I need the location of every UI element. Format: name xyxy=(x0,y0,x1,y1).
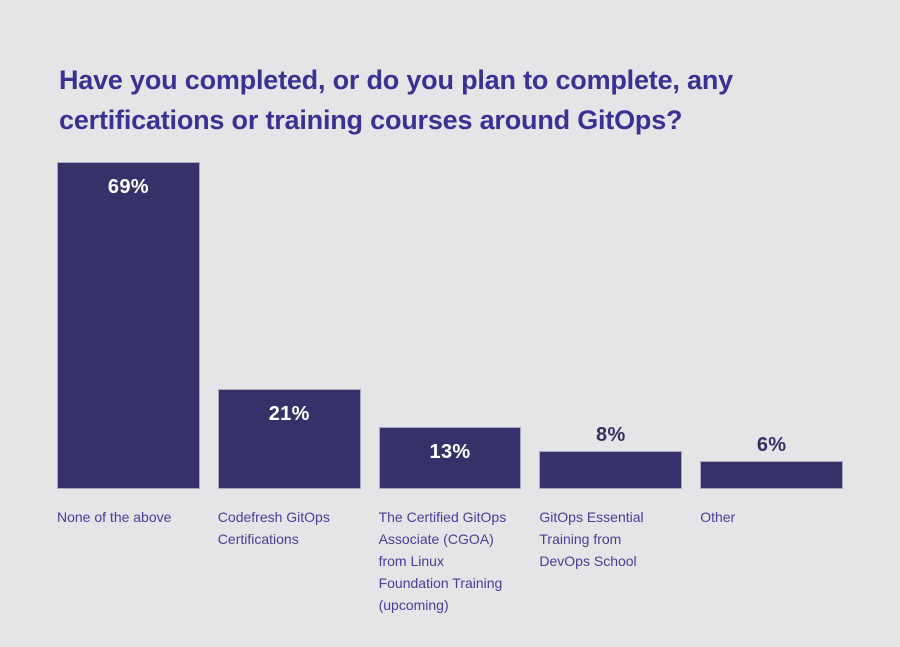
category-label: Other xyxy=(700,506,843,616)
category-label: Codefresh GitOps Certifications xyxy=(218,506,361,616)
category-label-text: GitOps Essential Training from DevOps Sc… xyxy=(539,509,644,569)
bar-chart-plot-area: 69% 21% 13% 8% 6% xyxy=(57,162,843,489)
bar-group-1: 69% xyxy=(57,162,200,489)
bar-3: 13% xyxy=(378,427,522,489)
bar-value-label: 69% xyxy=(107,176,149,198)
bar-group-5: 6% xyxy=(700,162,843,489)
bar-group-2: 21% xyxy=(217,162,361,489)
category-label-text: Codefresh GitOps Certifications xyxy=(217,509,330,547)
category-axis: None of the above Codefresh GitOps Certif… xyxy=(57,506,843,616)
chart-title: Have you completed, or do you plan to co… xyxy=(59,65,733,136)
bar-value-label: 8% xyxy=(596,424,626,446)
bar-value-label: 21% xyxy=(268,403,310,425)
bar-value-label: 6% xyxy=(756,434,787,456)
bar-4 xyxy=(539,451,683,489)
category-label: GitOps Essential Training from DevOps Sc… xyxy=(539,506,682,616)
bar-group-3: 13% xyxy=(378,162,522,489)
category-label-text: The Certified GitOps Associate (CGOA) fr… xyxy=(378,509,507,613)
bar-5 xyxy=(700,461,843,489)
bar-group-4: 8% xyxy=(539,162,683,489)
category-label: None of the above xyxy=(57,506,200,616)
category-label-text: Other xyxy=(700,509,736,525)
bar-value-label: 13% xyxy=(429,441,471,463)
category-label-text: None of the above xyxy=(57,509,172,525)
bar-1: 69% xyxy=(57,162,200,489)
bar-2: 21% xyxy=(217,389,361,489)
category-label: The Certified GitOps Associate (CGOA) fr… xyxy=(379,506,522,616)
